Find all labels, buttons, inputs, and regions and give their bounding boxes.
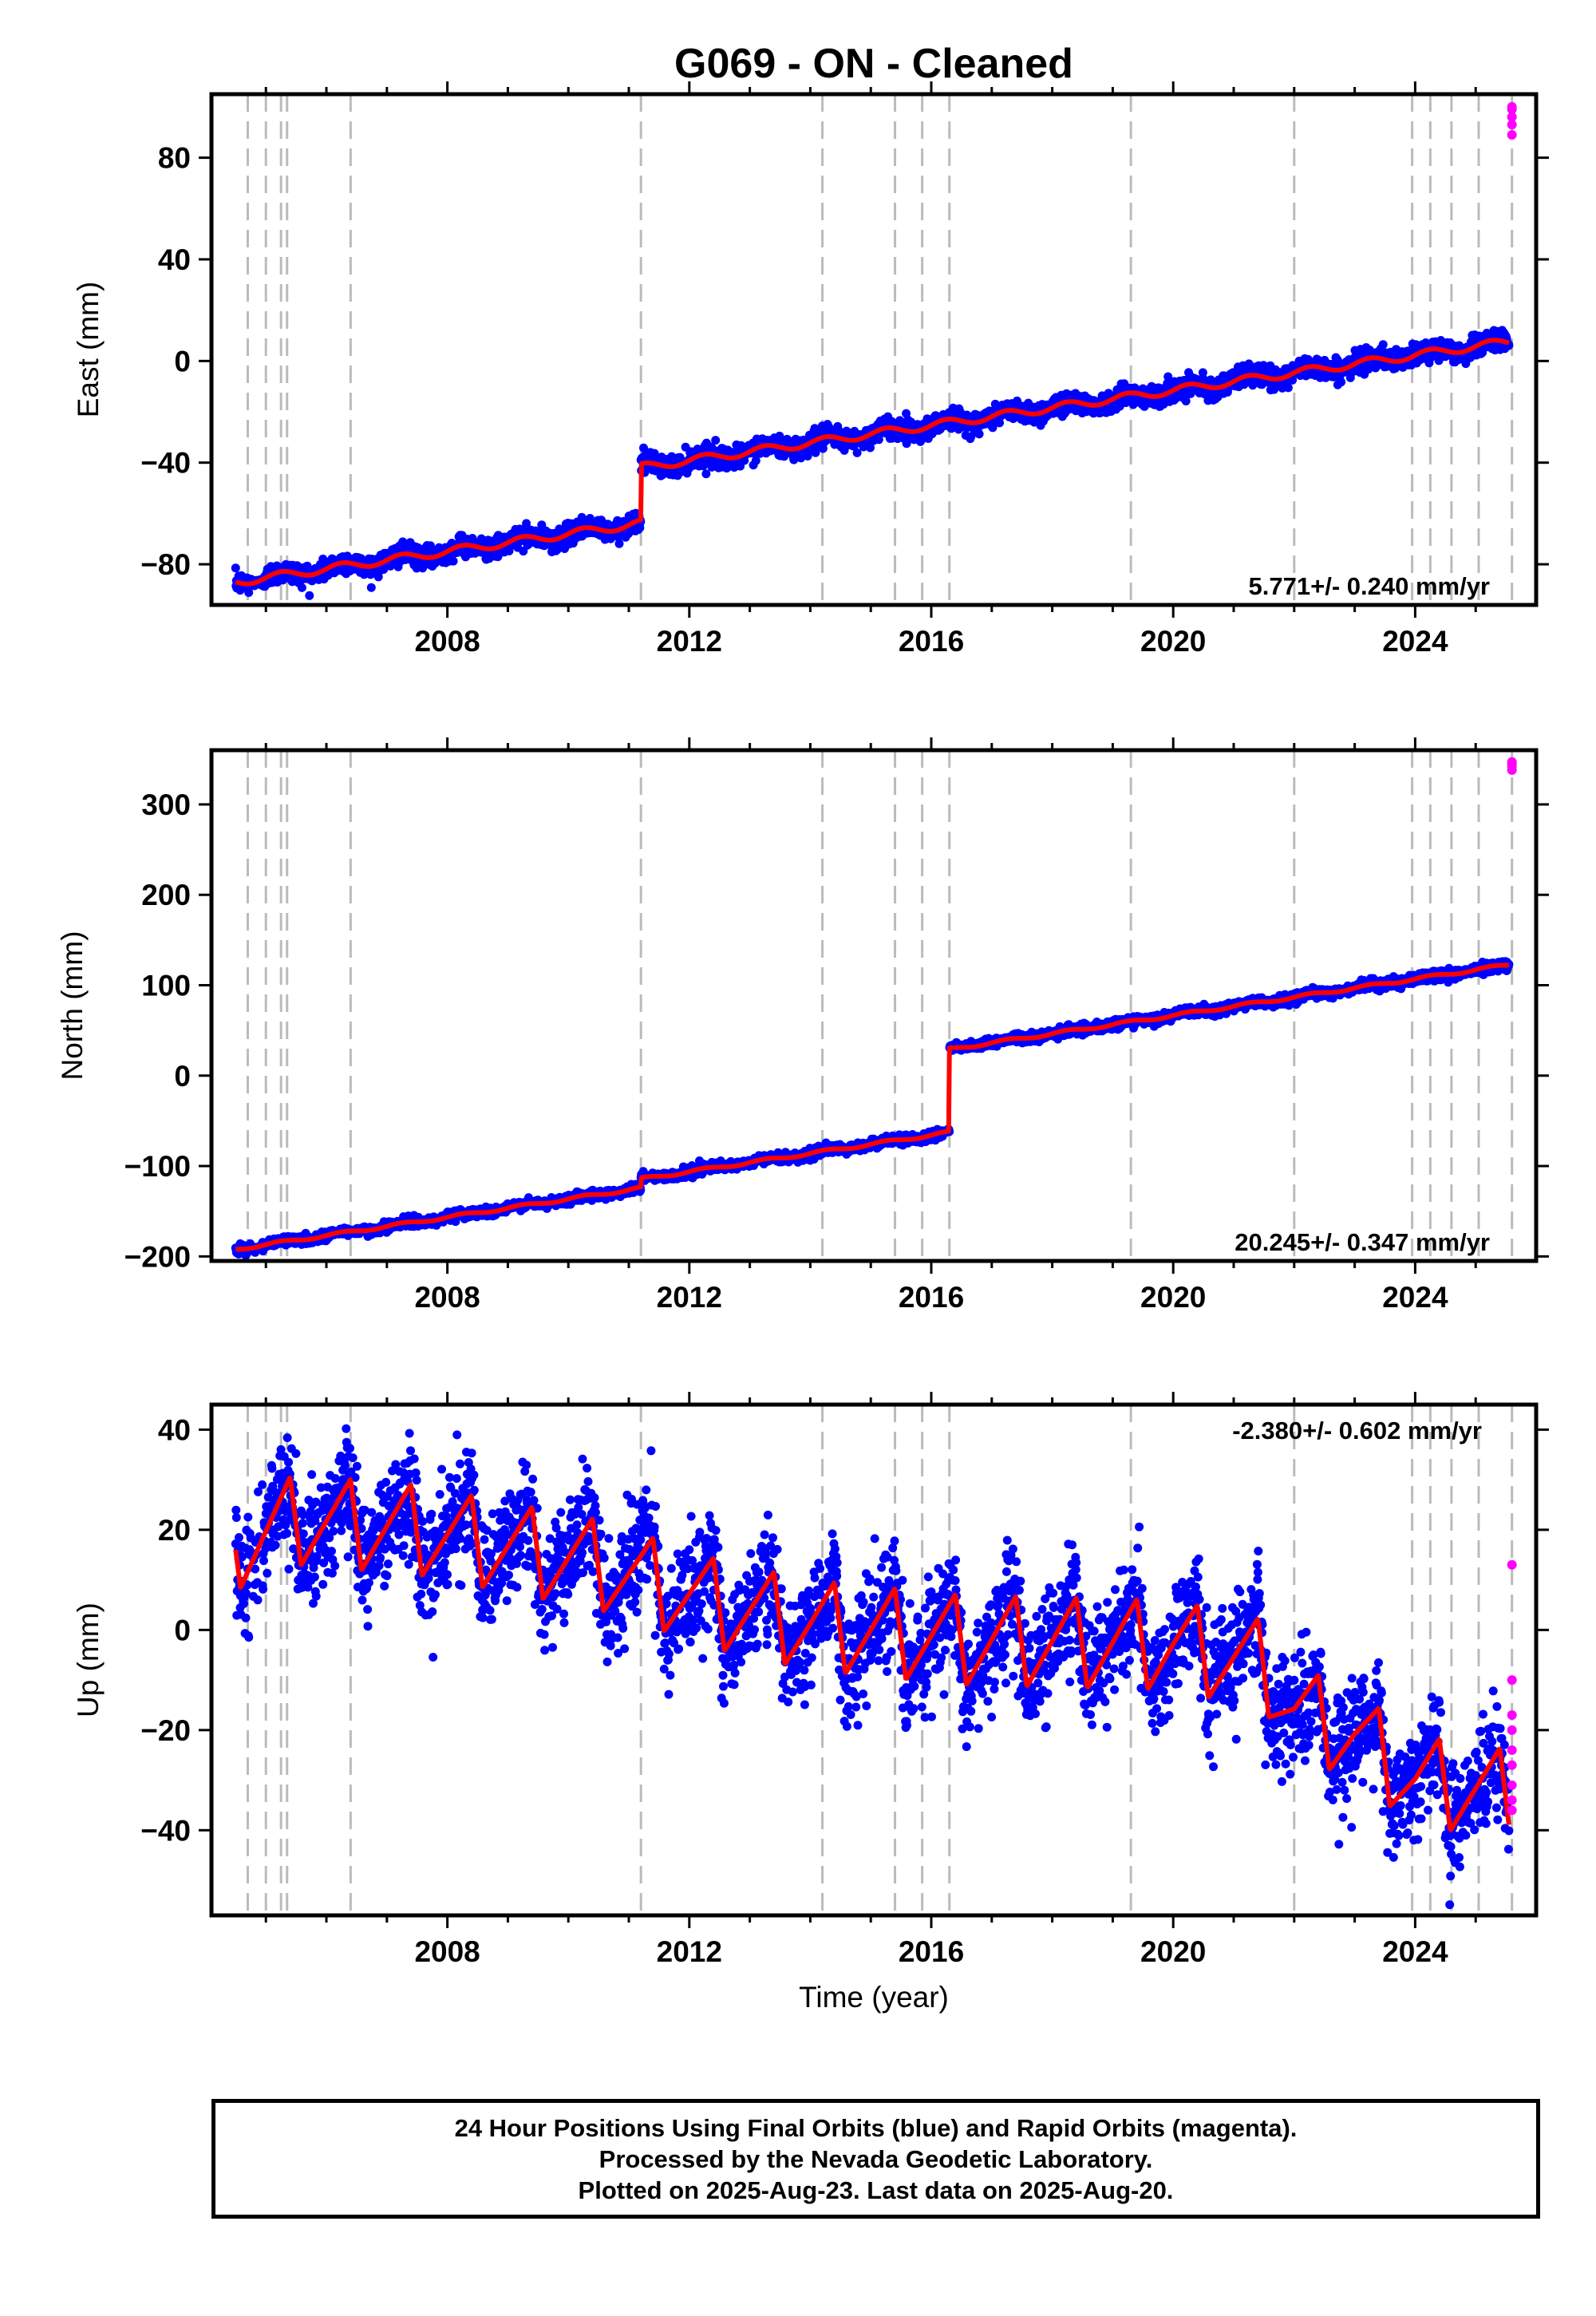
east-data-point — [244, 588, 254, 597]
east-data-point — [818, 444, 828, 453]
east-data-point — [504, 546, 514, 555]
east-x-tick-label: 2016 — [899, 625, 964, 658]
east-data-point — [751, 456, 760, 465]
east-data-point — [707, 462, 717, 472]
east-data-point — [614, 539, 624, 548]
east-data-point — [852, 448, 862, 457]
east-x-tick-label: 2024 — [1382, 625, 1448, 658]
east-data-point — [811, 448, 820, 457]
east-x-tick-label: 2008 — [414, 625, 480, 658]
east-data-point — [866, 443, 875, 453]
east-panel: 2008 2012 2016 2020 2024 −80 −40 0 40 80 5.771+/-… — [72, 81, 1549, 658]
east-y-tick-label: −40 — [140, 447, 191, 480]
east-data-point — [1337, 377, 1346, 387]
north-data-layer — [231, 757, 1517, 1260]
timeseries-figure: G069 - ON - Cleaned 2008 2012 2016 2020 2024… — [56, 41, 1549, 2014]
east-plot-frame — [209, 92, 1539, 607]
figure-title: G069 - ON - Cleaned — [674, 41, 1073, 87]
east-data-layer — [231, 101, 1517, 600]
east-data-point — [522, 519, 531, 528]
east-data-point — [711, 436, 721, 445]
east-x-tick-label: 2020 — [1140, 625, 1206, 658]
east-data-point — [775, 431, 784, 441]
east-rapid-orbit-point — [1507, 101, 1517, 112]
east-x-tick-label: 2012 — [657, 625, 722, 658]
east-y-tick-label: 80 — [158, 142, 191, 175]
east-velocity-label: 5.771+/- 0.240 mm/yr — [1249, 572, 1490, 600]
east-data-point — [366, 583, 376, 592]
east-y-axis-label: East (mm) — [72, 282, 105, 418]
east-data-point — [448, 556, 458, 566]
east-data-point — [297, 583, 306, 592]
east-data-point — [1378, 340, 1388, 350]
east-y-tick-label: 0 — [174, 345, 191, 377]
east-y-tick-label: 40 — [158, 243, 191, 276]
east-rapid-orbit-point — [1507, 129, 1517, 140]
east-data-point — [650, 449, 659, 458]
east-data-point — [1283, 383, 1293, 393]
east-data-point — [974, 429, 984, 439]
east-data-point — [874, 435, 883, 445]
east-y-tick-label: −80 — [140, 548, 191, 581]
east-data-point — [231, 563, 240, 573]
east-data-point — [305, 591, 314, 600]
east-data-point — [701, 469, 711, 479]
